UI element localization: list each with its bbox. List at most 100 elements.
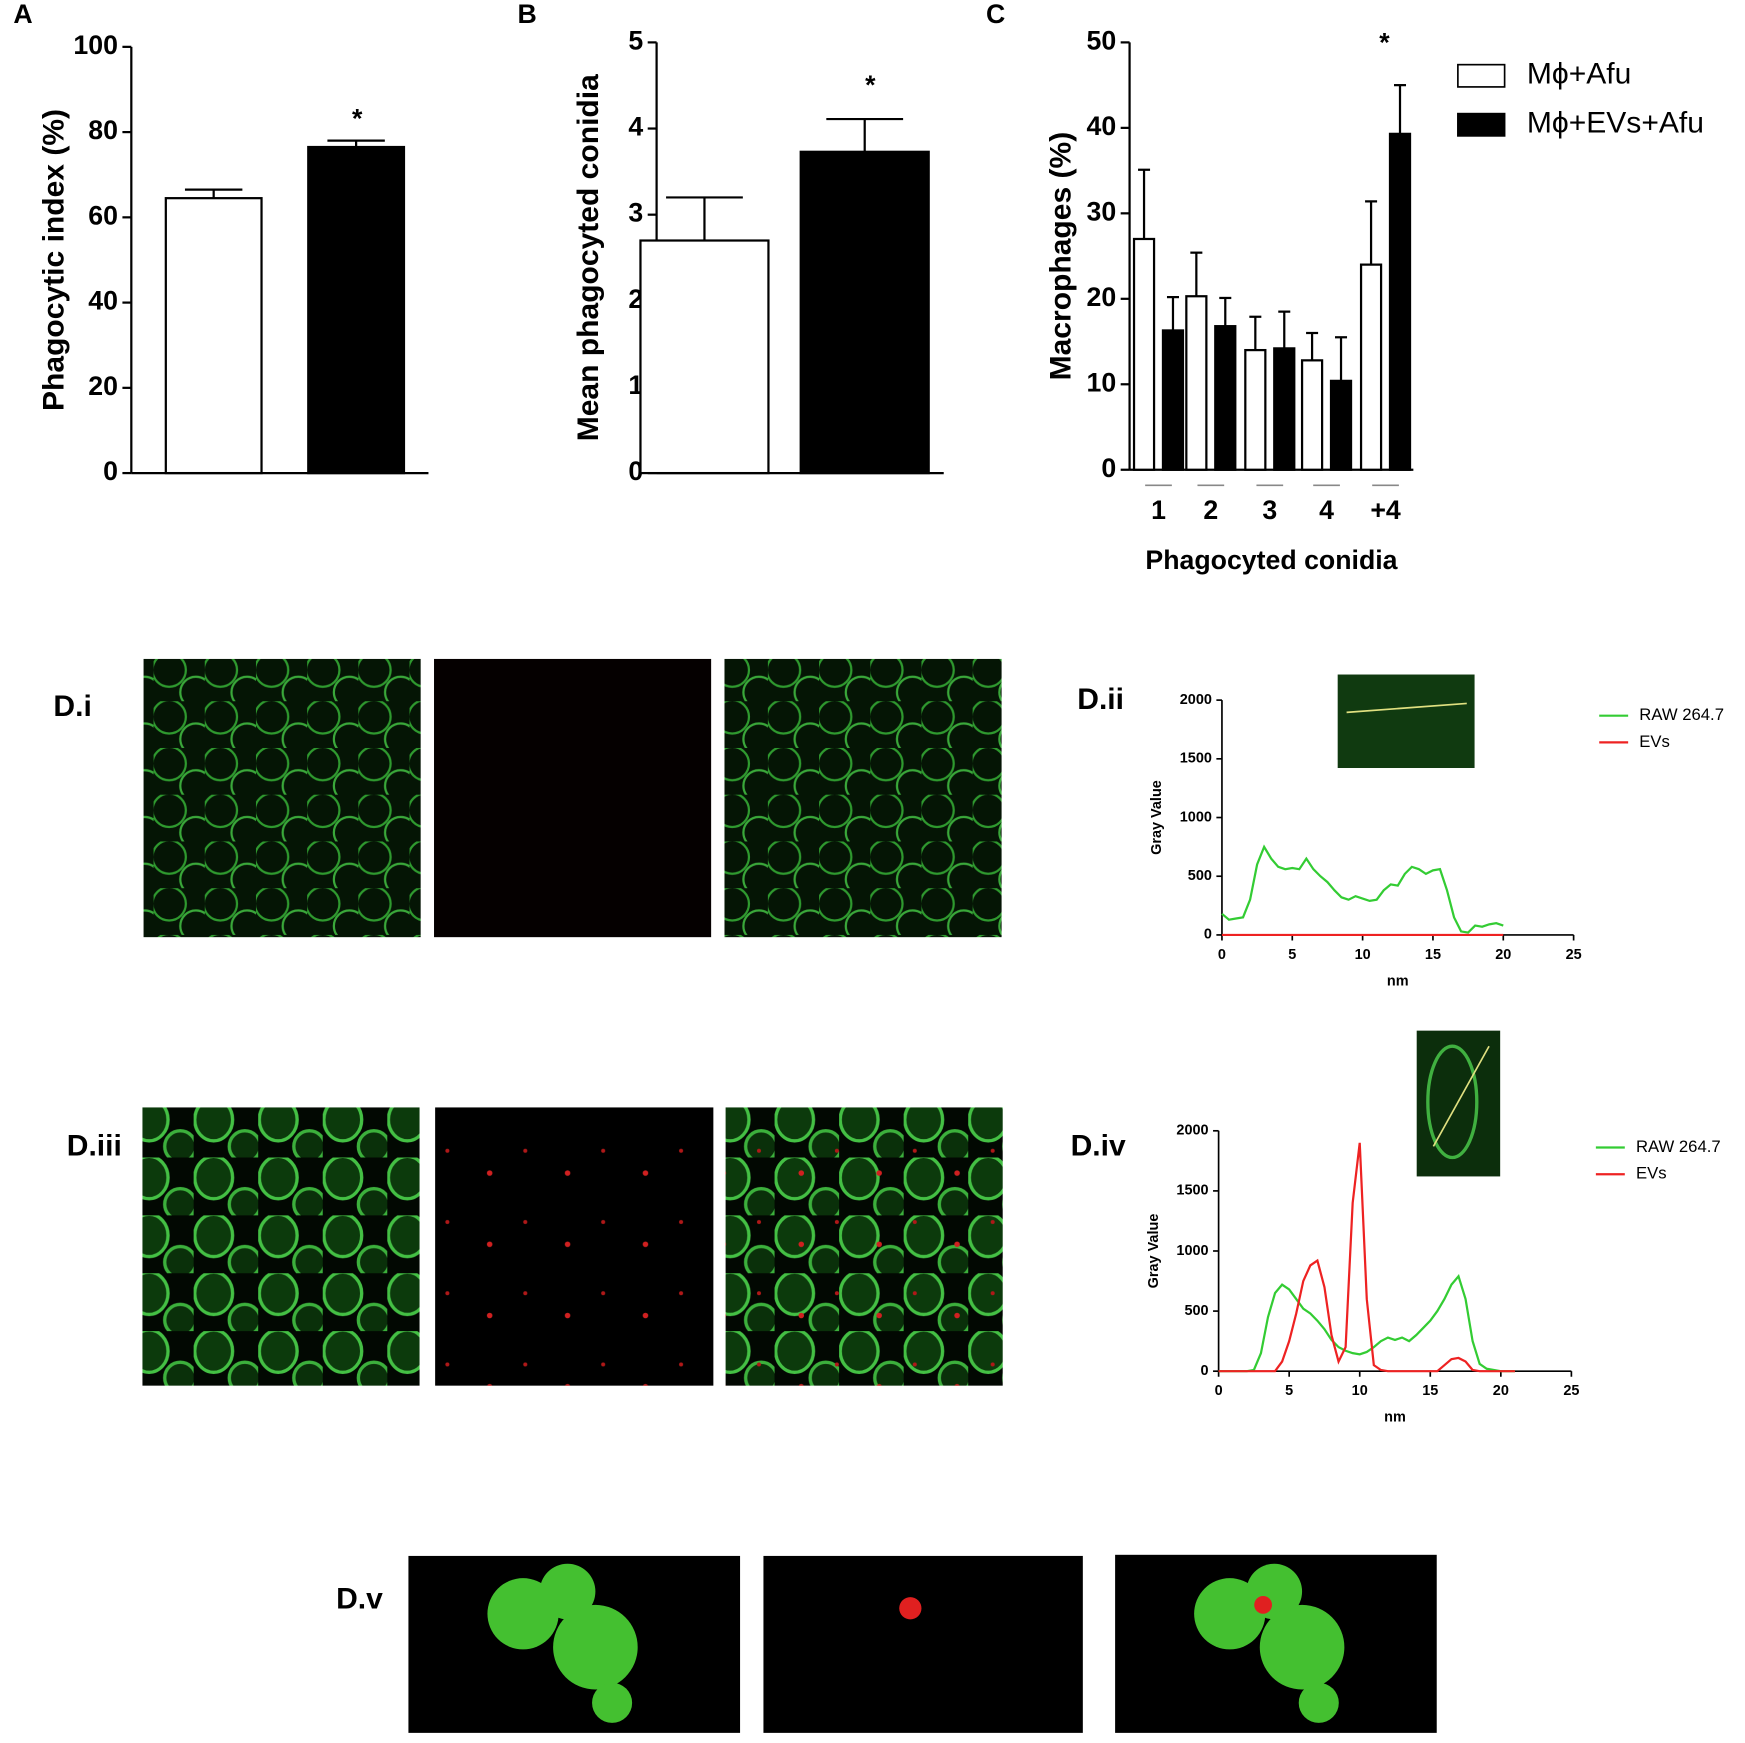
y-tick-label: 40 [1087, 111, 1117, 141]
x-tick-label: 2 [1203, 495, 1218, 525]
y-tick-label: 50 [1087, 25, 1117, 55]
y-tick-label: 2000 [1180, 692, 1212, 708]
x-tick-label: 20 [1493, 1383, 1509, 1399]
y-axis-title: Macrophages (%) [1045, 132, 1078, 381]
panel-label: D.ii [1077, 683, 1124, 716]
legend-label: Mϕ+Afu [1527, 58, 1631, 91]
panel-label: D.v [336, 1582, 383, 1615]
micrographs: D.i D.iii D.v [53, 658, 1501, 1733]
inset-image [1337, 674, 1475, 769]
bar [1388, 132, 1412, 471]
bar [164, 197, 263, 475]
legend-label: EVs [1639, 732, 1670, 751]
y-tick-label: 60 [88, 200, 118, 230]
bar [1132, 237, 1156, 471]
y-tick-label: 500 [1184, 1303, 1208, 1319]
x-axis-title: nm [1387, 973, 1409, 989]
bar [639, 239, 770, 475]
panel-label: B [517, 0, 536, 29]
bar [1244, 348, 1267, 471]
inset-cell [1426, 1044, 1479, 1160]
y-tick-label: 20 [88, 371, 118, 401]
y-tick-label: 4 [628, 112, 643, 142]
y-tick-label: 2000 [1176, 1123, 1208, 1139]
image-red [434, 658, 712, 938]
y-tick-label: 10 [1087, 367, 1117, 397]
significance-star: * [352, 103, 363, 133]
legend-label: RAW 264.7 [1636, 1137, 1721, 1156]
inset-image [1416, 1030, 1501, 1177]
x-tick-label: +4 [1370, 495, 1401, 525]
image-merge-dots [725, 1107, 1003, 1386]
x-tick-label: 0 [1218, 947, 1226, 963]
bar [1214, 325, 1237, 471]
y-tick-label: 0 [103, 456, 118, 486]
x-tick-label: 20 [1495, 947, 1511, 963]
image-green [142, 1107, 420, 1386]
y-tick-label: 1500 [1180, 751, 1212, 767]
x-tick-label: 0 [1215, 1383, 1223, 1399]
bar [1300, 359, 1324, 471]
x-tick-label: 10 [1352, 1383, 1368, 1399]
cell-blobs [487, 1563, 638, 1723]
x-tick-label: 4 [1319, 495, 1334, 525]
y-axis-title: Phagocytic index (%) [38, 109, 71, 411]
bar [1161, 329, 1185, 471]
line-series [1218, 1273, 1515, 1373]
line-series [1221, 844, 1504, 934]
bar [1273, 347, 1296, 471]
significance-star: * [865, 70, 876, 100]
x-tick-label: 15 [1425, 947, 1441, 963]
profile-line [1432, 1045, 1490, 1147]
legend-label: Mϕ+EVs+Afu [1527, 107, 1704, 140]
y-tick-label: 0 [1101, 453, 1116, 483]
bar [307, 145, 406, 475]
x-tick-label: 5 [1285, 1383, 1293, 1399]
panel-label: A [13, 0, 32, 29]
x-tick-label: 15 [1422, 1383, 1438, 1399]
y-axis-title: Gray Value [1149, 780, 1165, 855]
x-tick-label: 10 [1355, 947, 1371, 963]
image-green [143, 658, 421, 938]
x-axis-title: nm [1384, 1410, 1406, 1426]
panel-label: D.iii [67, 1129, 122, 1162]
y-tick-label: 3 [628, 198, 643, 228]
image-merge [724, 658, 1002, 938]
bar [799, 150, 930, 475]
y-tick-label: 500 [1188, 868, 1212, 884]
y-tick-label: 0 [1204, 927, 1212, 943]
legend-label: RAW 264.7 [1639, 705, 1724, 724]
y-tick-label: 40 [88, 286, 118, 316]
y-tick-label: 30 [1087, 196, 1117, 226]
panel-label: C [986, 0, 1005, 29]
x-tick-label: 1 [1151, 495, 1166, 525]
x-axis-title: Phagocyted conidia [1145, 545, 1398, 575]
bar [1329, 379, 1353, 471]
bar [1185, 295, 1208, 471]
bar [1359, 263, 1383, 471]
y-tick-label: 100 [73, 30, 118, 60]
y-tick-label: 5 [628, 25, 643, 55]
y-tick-label: 1000 [1176, 1243, 1208, 1259]
ev-blob [899, 1597, 922, 1620]
legend-label: EVs [1636, 1164, 1667, 1183]
x-tick-label: 25 [1566, 947, 1582, 963]
ev-blob [1254, 1595, 1273, 1614]
x-tick-label: 25 [1563, 1383, 1579, 1399]
image-red-dots [435, 1107, 714, 1386]
x-tick-label: 5 [1288, 947, 1296, 963]
x-tick-label: 3 [1262, 495, 1277, 525]
line-series [1218, 1142, 1515, 1373]
y-tick-label: 80 [88, 115, 118, 145]
image-3d-red [763, 1555, 1083, 1733]
legend-swatch [1457, 63, 1506, 88]
y-axis-title: Mean phagocyted conidia [572, 74, 605, 441]
panel-label: D.i [53, 690, 91, 723]
panel-label: D.iv [1071, 1129, 1126, 1162]
y-tick-label: 1500 [1176, 1183, 1208, 1199]
y-axis-title: Gray Value [1146, 1214, 1162, 1289]
y-tick-label: 1000 [1180, 809, 1212, 825]
significance-star: * [1379, 28, 1390, 58]
